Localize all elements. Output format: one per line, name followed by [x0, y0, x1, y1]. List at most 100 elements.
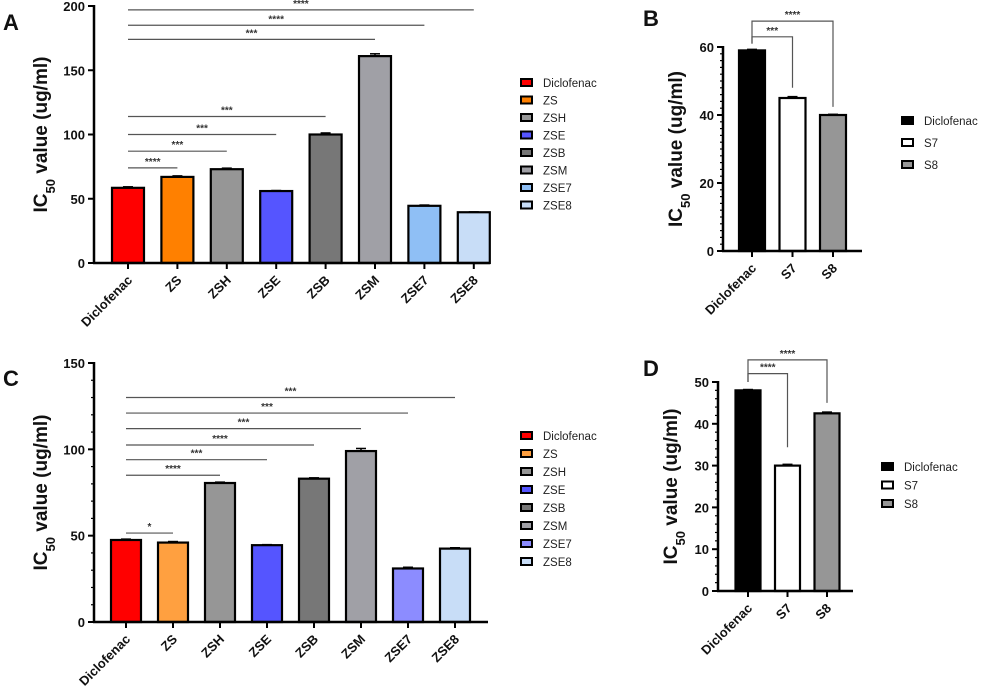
- legend-label: ZSE7: [543, 539, 572, 551]
- bar-zse8: [438, 547, 472, 624]
- x-tick-label: Diclofenac: [78, 273, 135, 330]
- legend-label: ZS: [543, 96, 558, 108]
- y-tick-label: 30: [695, 459, 709, 474]
- bar-zsh: [203, 481, 237, 624]
- y-tick-label: 10: [695, 542, 709, 557]
- x-tick-label: Diclofenac: [76, 632, 133, 686]
- bar-zsh: [209, 168, 244, 265]
- y-tick-label: 50: [71, 192, 85, 207]
- y-axis-title: IC50 value (ug/ml): [661, 409, 688, 565]
- panel-c: C Diclofenac ZS ZSH ZSE ZSB ZSM ZSE7 ZSE8 0 50 100 1…: [3, 356, 597, 686]
- significance-label: ****: [780, 349, 796, 360]
- significance-bracket: [747, 359, 828, 403]
- legend-label: Diclofenac: [543, 431, 597, 443]
- y-tick-label: 40: [700, 108, 714, 123]
- legend-label: S8: [904, 499, 918, 511]
- bar-zsm: [344, 449, 378, 624]
- bar-zse8: [456, 211, 491, 265]
- x-tick-label: S7: [773, 601, 795, 623]
- legend-swatch: [520, 78, 533, 87]
- bar-diclofenac: [110, 186, 146, 265]
- legend-swatch: [881, 462, 894, 471]
- legend-swatch: [881, 480, 894, 490]
- legend-label: ZSH: [543, 467, 566, 479]
- legend-swatch: [520, 539, 533, 548]
- x-tick-label: Diclofenac: [702, 261, 759, 318]
- significance-label: ***: [246, 28, 258, 39]
- legend-swatch: [520, 95, 533, 105]
- panel-letter: D: [643, 356, 659, 381]
- bar-zse: [259, 189, 294, 265]
- significance-label: ****: [293, 0, 309, 10]
- x-tick-label: ZSE8: [429, 632, 463, 666]
- panel-b: B Diclofenac S7 S8 0 20 40 60 IC50 value (ug/ml)…: [643, 6, 978, 318]
- significance-label: ****: [268, 14, 284, 25]
- legend-label: Diclofenac: [924, 116, 978, 128]
- legend-label: ZSB: [543, 503, 566, 515]
- legend-swatch: [520, 521, 533, 530]
- bar-zsb: [297, 477, 331, 624]
- y-axis-title-main: IC: [666, 208, 687, 227]
- y-tick-label: 60: [700, 40, 714, 55]
- legend-label: ZSB: [543, 148, 566, 160]
- x-tick-label: ZS: [162, 272, 185, 295]
- panel-a: A Diclofenac ZS ZSH ZSE ZSB ZSM ZSE7 ZSE8 0 50 100 1…: [3, 0, 597, 330]
- significance-label: ***: [196, 124, 208, 135]
- x-tick-label: ZSE: [246, 631, 275, 660]
- legend-swatch: [520, 503, 533, 512]
- legend-label: S8: [924, 160, 938, 172]
- legend-label: S7: [924, 138, 938, 150]
- legend-swatch: [901, 160, 914, 169]
- legend-label: S7: [904, 481, 918, 493]
- legend-swatch: [901, 138, 914, 147]
- x-tick-label: ZS: [158, 631, 181, 654]
- significance-label: ***: [285, 387, 297, 398]
- y-axis-title-main: IC: [661, 545, 682, 564]
- bar-diclofenac: [734, 389, 762, 593]
- y-tick-label: 100: [63, 128, 85, 143]
- legend-swatch: [520, 485, 533, 494]
- legend-label: Diclofenac: [543, 78, 597, 90]
- legend-label: ZSE: [543, 485, 566, 497]
- bar-zs: [156, 541, 190, 624]
- y-tick-label: 20: [695, 500, 709, 515]
- bar-s8: [818, 113, 848, 253]
- y-tick-label: 200: [63, 0, 85, 14]
- bar-diclofenac: [737, 49, 767, 253]
- legend-swatch: [520, 431, 533, 440]
- bar-diclofenac: [109, 538, 143, 624]
- x-tick-label: ZSH: [205, 273, 234, 302]
- y-tick-label: 150: [63, 356, 85, 371]
- x-tick-label: S8: [812, 601, 834, 623]
- y-tick-label: 50: [71, 529, 85, 544]
- legend-swatch: [520, 130, 533, 140]
- x-tick-label: ZSE7: [382, 632, 416, 666]
- y-axis-title-subscript: 50: [678, 194, 693, 208]
- legend-label: ZSH: [543, 113, 566, 125]
- panel-letter: B: [643, 6, 659, 31]
- x-tick-label: S7: [778, 261, 800, 283]
- y-tick-label: 150: [63, 63, 85, 78]
- y-tick-label: 0: [702, 584, 709, 599]
- legend-label: ZS: [543, 449, 558, 461]
- bar-s7: [773, 464, 802, 593]
- y-tick-label: 0: [78, 615, 85, 630]
- significance-label: ****: [785, 10, 801, 21]
- legend-swatch: [520, 183, 533, 192]
- legend-label: ZSM: [543, 166, 567, 178]
- y-axis-title-main: IC: [31, 551, 52, 570]
- legend-swatch: [520, 148, 533, 157]
- y-axis-title-subscript: 50: [673, 531, 688, 545]
- x-tick-label: ZSE8: [447, 273, 481, 307]
- bar-zsm: [357, 55, 393, 265]
- y-tick-label: 0: [78, 256, 85, 271]
- legend-swatch: [901, 116, 914, 125]
- x-tick-label: ZSH: [198, 632, 227, 661]
- legend-label: ZSE8: [543, 557, 572, 569]
- y-axis-title-rest: value (ug/ml): [31, 57, 52, 179]
- legend-label: Diclofenac: [904, 462, 958, 474]
- significance-label: ***: [238, 418, 250, 429]
- y-axis-title-subscript: 50: [43, 179, 58, 193]
- panel-letter: A: [3, 10, 19, 35]
